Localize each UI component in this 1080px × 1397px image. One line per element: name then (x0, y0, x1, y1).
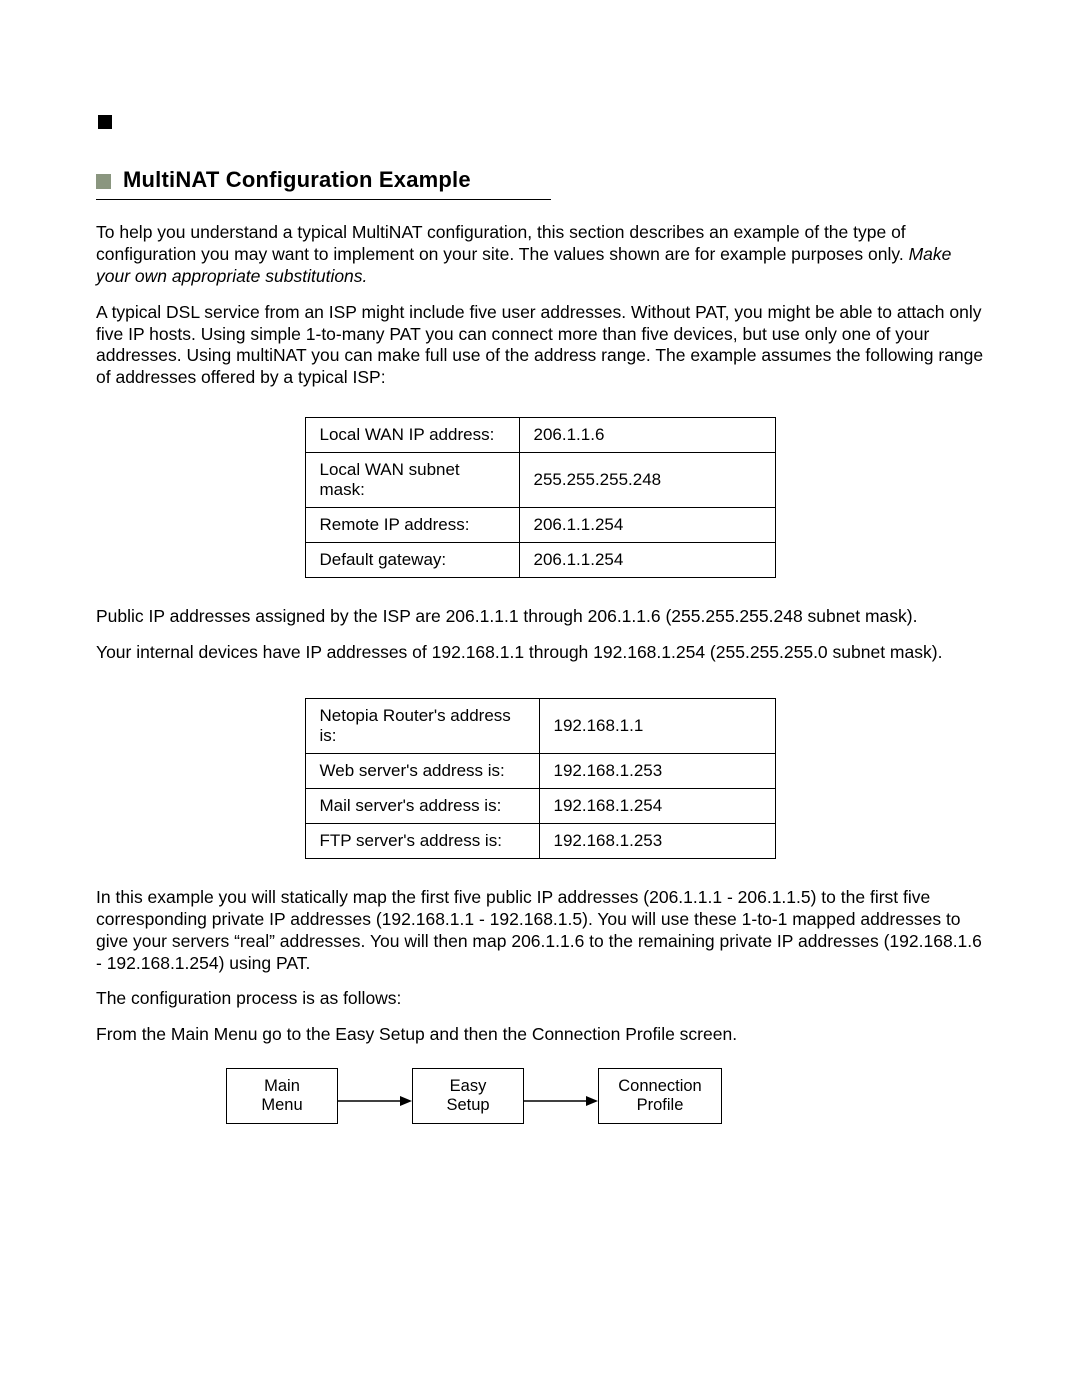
cell-value: 206.1.1.254 (519, 508, 775, 543)
section-bullet-icon (96, 174, 111, 189)
cell-value: 255.255.255.248 (519, 453, 775, 508)
section-rule (96, 199, 551, 200)
cell-value: 192.168.1.253 (539, 823, 775, 858)
paragraph-mapping: In this example you will statically map … (96, 887, 984, 975)
paragraph-public-ips: Public IP addresses assigned by the ISP … (96, 606, 984, 628)
cell-label: Local WAN IP address: (305, 418, 519, 453)
flow-label: Menu (261, 1096, 302, 1115)
table-row: Local WAN IP address: 206.1.1.6 (305, 418, 775, 453)
paragraph-process: The configuration process is as follows: (96, 988, 984, 1010)
table-row: Netopia Router's address is: 192.168.1.1 (305, 698, 775, 753)
paragraph-intro: To help you understand a typical MultiNA… (96, 222, 984, 288)
page-header-bullet (98, 115, 112, 129)
paragraph-intro-text: To help you understand a typical MultiNA… (96, 222, 909, 264)
cell-value: 206.1.1.6 (519, 418, 775, 453)
table-row: Mail server's address is: 192.168.1.254 (305, 788, 775, 823)
cell-label: Local WAN subnet mask: (305, 453, 519, 508)
cell-value: 192.168.1.254 (539, 788, 775, 823)
cell-label: Remote IP address: (305, 508, 519, 543)
table-wan-config: Local WAN IP address: 206.1.1.6 Local WA… (305, 417, 776, 578)
section-title: MultiNAT Configuration Example (123, 167, 471, 193)
cell-label: Web server's address is: (305, 753, 539, 788)
flow-label: Main (264, 1077, 300, 1096)
table-row: Web server's address is: 192.168.1.253 (305, 753, 775, 788)
flow-box-main-menu: Main Menu (226, 1068, 338, 1124)
cell-value: 206.1.1.254 (519, 543, 775, 578)
table-row: Local WAN subnet mask: 255.255.255.248 (305, 453, 775, 508)
table-row: Remote IP address: 206.1.1.254 (305, 508, 775, 543)
table-internal-addresses: Netopia Router's address is: 192.168.1.1… (305, 698, 776, 859)
cell-label: FTP server's address is: (305, 823, 539, 858)
table-row: Default gateway: 206.1.1.254 (305, 543, 775, 578)
arrow-right-icon (524, 1095, 598, 1097)
flow-box-easy-setup: Easy Setup (412, 1068, 524, 1124)
table-row: FTP server's address is: 192.168.1.253 (305, 823, 775, 858)
arrow-right-icon (338, 1095, 412, 1097)
cell-value: 192.168.1.1 (539, 698, 775, 753)
paragraph-internal-ips: Your internal devices have IP addresses … (96, 642, 984, 664)
cell-value: 192.168.1.253 (539, 753, 775, 788)
cell-label: Default gateway: (305, 543, 519, 578)
flow-label: Connection (618, 1077, 701, 1096)
cell-label: Netopia Router's address is: (305, 698, 539, 753)
flow-box-connection-profile: Connection Profile (598, 1068, 722, 1124)
flowchart: Main Menu Easy Setup Connection Profile (226, 1068, 984, 1124)
section-header: MultiNAT Configuration Example (96, 167, 984, 193)
paragraph-navigation: From the Main Menu go to the Easy Setup … (96, 1024, 984, 1046)
flow-label: Setup (446, 1096, 489, 1115)
flow-label: Easy (450, 1077, 487, 1096)
cell-label: Mail server's address is: (305, 788, 539, 823)
paragraph-isp: A typical DSL service from an ISP might … (96, 302, 984, 390)
flow-label: Profile (637, 1096, 684, 1115)
